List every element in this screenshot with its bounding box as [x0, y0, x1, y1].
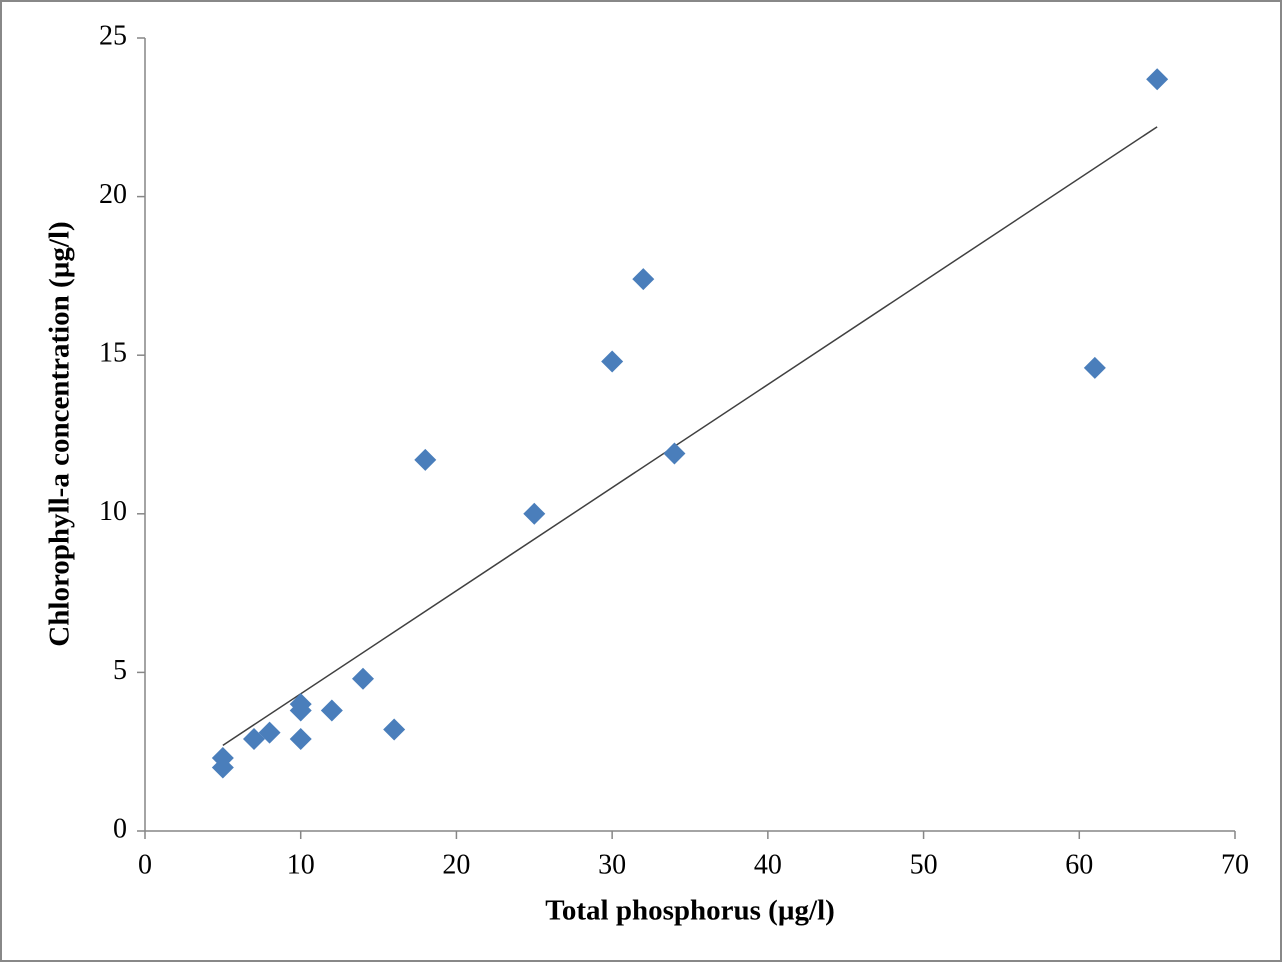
y-tick-label: 20: [99, 179, 127, 210]
data-point: [289, 728, 312, 751]
x-tick-label: 10: [287, 849, 315, 880]
data-point: [320, 699, 343, 722]
y-axis-title: Chlorophyll-a concentration (µg/l): [44, 221, 76, 646]
x-tick-label: 60: [1065, 849, 1093, 880]
data-point: [1083, 356, 1106, 379]
y-tick-label: 5: [113, 655, 127, 686]
y-tick-label: 25: [99, 20, 127, 51]
x-tick-label: 40: [754, 849, 782, 880]
data-point: [352, 667, 374, 690]
data-point: [414, 448, 437, 471]
x-tick-label: 70: [1221, 849, 1249, 880]
x-tick-label: 30: [598, 849, 626, 880]
data-point: [632, 268, 655, 291]
x-tick-label: 50: [910, 849, 938, 880]
data-point: [211, 747, 234, 770]
trendline: [222, 126, 1158, 746]
data-point: [1146, 68, 1169, 91]
y-tick-label: 15: [99, 338, 127, 369]
x-axis-title: Total phosphorus (µg/l): [545, 895, 835, 927]
data-point: [289, 699, 312, 722]
data-point: [258, 721, 281, 744]
x-tick-label: 20: [442, 849, 470, 880]
data-point: [663, 442, 686, 465]
data-point: [523, 502, 546, 525]
data-point: [383, 718, 406, 741]
data-point: [601, 350, 624, 373]
y-tick-label: 10: [99, 496, 127, 527]
y-tick-label: 0: [113, 813, 127, 844]
x-tick-label: 0: [138, 849, 152, 880]
